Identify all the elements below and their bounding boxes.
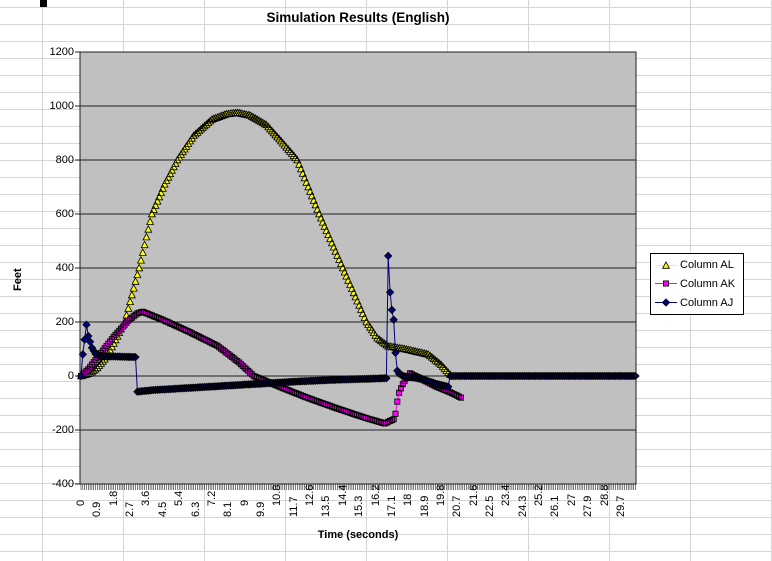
chart-title: Simulation Results (English) xyxy=(266,10,450,25)
x-tick-label: 15.3 xyxy=(353,495,366,517)
x-tick-label: 12.6 xyxy=(304,484,317,506)
x-tick-label: 14.4 xyxy=(336,484,349,506)
x-tick-label: 0 xyxy=(75,499,87,506)
x-tick-label: 8.1 xyxy=(222,501,235,517)
x-tick-label: 25.2 xyxy=(533,484,546,506)
x-tick-label: 2.7 xyxy=(124,501,137,517)
diamond-marker-icon xyxy=(655,298,677,307)
x-tick-label: 3.6 xyxy=(140,490,153,506)
x-tick-label: 4.5 xyxy=(156,501,169,517)
y-tick-label: 400 xyxy=(55,262,74,274)
square-marker-icon xyxy=(655,280,677,287)
x-tick-label: 7.2 xyxy=(205,490,218,506)
legend-item-column-al[interactable]: Column AL xyxy=(655,259,743,271)
cell-cursor-marker xyxy=(40,0,47,7)
x-axis-minor-ticks xyxy=(80,484,636,490)
plot-border xyxy=(79,51,637,485)
x-tick-label: 21.6 xyxy=(467,484,480,506)
x-tick-label: 6.3 xyxy=(189,501,202,517)
x-tick-label: 19.8 xyxy=(434,484,447,506)
x-tick-label: 9 xyxy=(238,499,251,506)
y-tick-label: -200 xyxy=(51,424,74,436)
x-tick-label: 28.8 xyxy=(598,484,611,506)
y-tick-label: 1000 xyxy=(49,100,74,112)
x-tick-label: 11.7 xyxy=(287,496,300,517)
x-tick-label: 22.5 xyxy=(484,495,497,517)
y-tick-label: 200 xyxy=(55,316,74,328)
x-tick-label: 13.5 xyxy=(320,495,333,517)
legend-item-column-ak[interactable]: Column AK xyxy=(655,278,743,290)
x-tick-label: 1.8 xyxy=(107,490,120,506)
x-tick-label: 29.7 xyxy=(614,495,627,517)
series-markers-2 xyxy=(76,251,640,396)
x-tick-label: 24.3 xyxy=(516,495,529,517)
y-tick-label: 0 xyxy=(67,370,74,382)
y-tick-label: 600 xyxy=(55,208,74,220)
x-tick-label: 16.2 xyxy=(369,484,382,506)
x-tick-label: 10.8 xyxy=(271,484,284,506)
y-tick-label: 1200 xyxy=(49,46,74,58)
x-tick-label: 17.1 xyxy=(385,495,398,517)
x-axis-title: Time (seconds) xyxy=(317,529,399,541)
x-tick-label: 5.4 xyxy=(173,490,186,506)
x-tick-label: 27 xyxy=(565,493,578,506)
x-tick-label: 18.9 xyxy=(418,495,431,517)
legend-label: Column AJ xyxy=(680,296,734,309)
x-tick-label: 27.9 xyxy=(582,495,595,517)
x-tick-label: 23.4 xyxy=(500,484,513,506)
x-tick-label: 9.9 xyxy=(254,501,267,517)
x-tick-label: 20.7 xyxy=(451,495,464,517)
legend[interactable]: Column AL Column AK Column AJ xyxy=(650,253,744,315)
y-tick-label: -400 xyxy=(51,478,74,490)
legend-label: Column AL xyxy=(680,259,734,272)
y-tick-label: 800 xyxy=(55,154,74,166)
legend-item-column-aj[interactable]: Column AJ xyxy=(655,297,743,309)
x-tick-label: 0.9 xyxy=(91,501,104,517)
triangle-marker-icon xyxy=(655,260,677,269)
x-tick-label: 18 xyxy=(402,493,415,506)
legend-label: Column AK xyxy=(680,277,736,290)
x-tick-label: 26.1 xyxy=(549,495,562,517)
